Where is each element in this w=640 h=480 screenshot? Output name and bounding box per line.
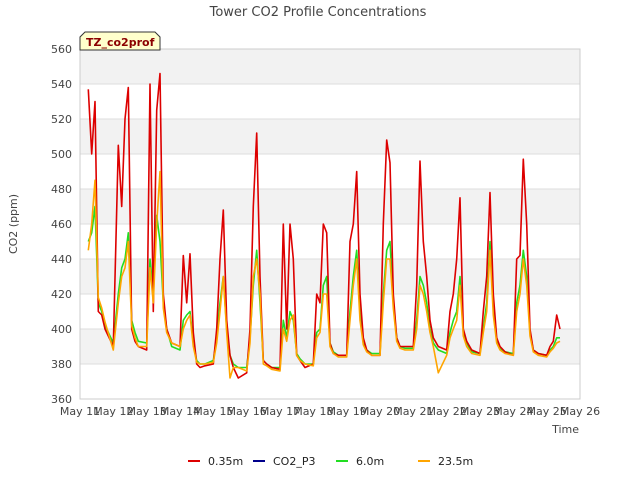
plot-area bbox=[79, 48, 581, 400]
y-axis-label: CO2 (ppm) bbox=[7, 194, 20, 254]
x-tick-label: May 20 bbox=[360, 405, 400, 418]
chart-title: Tower CO2 Profile Concentrations bbox=[209, 5, 427, 20]
plot-border bbox=[79, 48, 581, 400]
x-tick-label: May 13 bbox=[127, 405, 167, 418]
x-tick-label: May 15 bbox=[193, 405, 233, 418]
x-tick-label: May 23 bbox=[460, 405, 500, 418]
x-tick-label: May 12 bbox=[93, 405, 133, 418]
grid-band bbox=[80, 49, 580, 84]
legend-entry: 23.5m bbox=[438, 455, 473, 468]
y-tick-label: 520 bbox=[51, 113, 72, 126]
x-tick-label: May 26 bbox=[560, 405, 600, 418]
series-layer bbox=[87, 72, 561, 379]
y-tick-label: 500 bbox=[51, 148, 72, 161]
grid-band bbox=[80, 189, 580, 224]
y-tick-label: 540 bbox=[51, 78, 72, 91]
x-tick-label: May 14 bbox=[160, 405, 200, 418]
grid-band bbox=[80, 119, 580, 154]
x-tick-label: May 22 bbox=[427, 405, 467, 418]
y-tick-label: 360 bbox=[51, 393, 72, 406]
x-tick-label: May 24 bbox=[493, 405, 533, 418]
y-axis-ticks: 360 380 400 420 440 460 480 500 520 540 560 bbox=[51, 43, 72, 406]
x-tick-label: May 17 bbox=[260, 405, 300, 418]
y-tick-label: 380 bbox=[51, 358, 72, 371]
site-tag: TZ_co2prof bbox=[79, 31, 161, 51]
y-tick-label: 440 bbox=[51, 253, 72, 266]
x-tick-label: May 18 bbox=[293, 405, 333, 418]
site-tag-label: TZ_co2prof bbox=[86, 36, 155, 49]
y-tick-label: 400 bbox=[51, 323, 72, 336]
x-tick-label: May 25 bbox=[527, 405, 567, 418]
x-tick-label: May 21 bbox=[393, 405, 433, 418]
legend-entry: 0.35m bbox=[208, 455, 243, 468]
legend-entry: 6.0m bbox=[356, 455, 384, 468]
legend-entry: CO2_P3 bbox=[273, 455, 315, 468]
site-tag-box bbox=[79, 31, 161, 51]
y-tick-label: 420 bbox=[51, 288, 72, 301]
series-line-23-5m bbox=[87, 170, 561, 379]
y-tick-label: 460 bbox=[51, 218, 72, 231]
x-axis-label: Time bbox=[551, 423, 579, 436]
y-tick-label: 560 bbox=[51, 43, 72, 56]
x-tick-label: May 11 bbox=[60, 405, 100, 418]
x-tick-label: May 19 bbox=[327, 405, 367, 418]
legend: 0.35m CO2_P3 6.0m 23.5m bbox=[188, 455, 473, 468]
y-tick-label: 480 bbox=[51, 183, 72, 196]
x-tick-label: May 16 bbox=[227, 405, 267, 418]
